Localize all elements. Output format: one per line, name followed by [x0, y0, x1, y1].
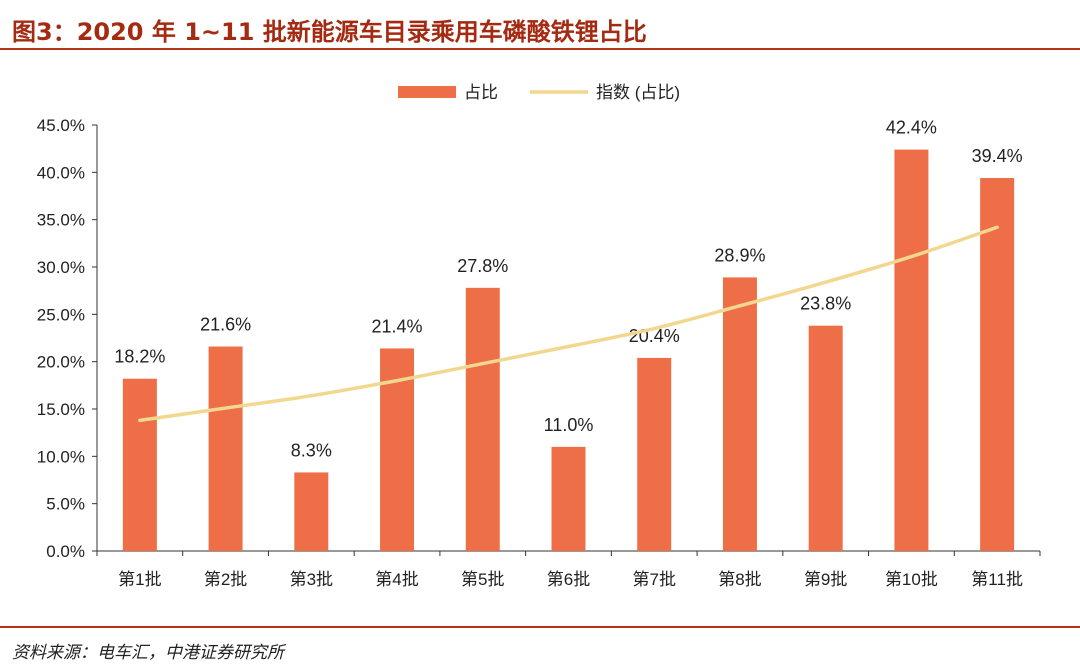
data-label: 18.2% — [114, 347, 165, 367]
x-tick-label: 第5批 — [461, 570, 504, 589]
bar — [637, 357, 672, 551]
x-tick-label: 第10批 — [885, 570, 938, 589]
bar — [722, 277, 757, 551]
source-note: 资料来源：电车汇，中港证券研究所 — [12, 643, 284, 663]
y-tick-label: 15.0% — [37, 400, 85, 419]
y-tick-label: 10.0% — [37, 447, 85, 466]
trend-line — [138, 225, 999, 423]
bar — [122, 378, 157, 551]
legend-label-bar: 占比 — [464, 83, 498, 102]
title-rule — [0, 48, 1080, 50]
data-label: 21.4% — [372, 316, 423, 336]
data-label: 27.8% — [457, 256, 508, 276]
source-rule — [0, 626, 1080, 628]
legend-label-line: 指数 (占比) — [596, 83, 680, 102]
y-tick-label: 45.0% — [37, 116, 85, 135]
x-tick-label: 第1批 — [118, 570, 161, 589]
bar — [208, 346, 243, 551]
data-label: 23.8% — [800, 294, 851, 314]
data-label: 11.0% — [544, 415, 594, 435]
y-tick-label: 0.0% — [46, 542, 85, 561]
bar — [551, 446, 586, 551]
bar — [980, 178, 1015, 551]
y-tick-label: 20.0% — [37, 353, 85, 372]
x-tick-label: 第8批 — [718, 570, 761, 589]
x-tick-label: 第7批 — [632, 570, 675, 589]
data-label: 42.4% — [886, 118, 937, 138]
y-tick-label: 30.0% — [37, 258, 85, 277]
bar — [465, 287, 500, 551]
x-tick-label: 第9批 — [804, 570, 847, 589]
y-tick-label: 25.0% — [37, 305, 85, 324]
x-tick-label: 第2批 — [204, 570, 247, 589]
legend-swatch-bar — [398, 86, 456, 98]
bar — [808, 325, 843, 551]
y-tick-label: 5.0% — [46, 495, 85, 514]
x-tick-label: 第6批 — [547, 570, 590, 589]
y-tick-label: 35.0% — [37, 211, 85, 230]
data-label: 28.9% — [714, 245, 765, 265]
x-tick-label: 第4批 — [375, 570, 418, 589]
data-label: 8.3% — [291, 440, 332, 460]
data-label: 21.6% — [200, 315, 251, 335]
bar — [294, 472, 329, 551]
bar — [894, 149, 929, 551]
figure-title: 图3：2020 年 1~11 批新能源车目录乘用车磷酸铁锂占比 — [12, 18, 647, 46]
x-tick-label: 第3批 — [290, 570, 333, 589]
chart: 0.0% 5.0% 10.0% 15.0% 20.0% 25.0% 30.0% 35.0% 40… — [37, 83, 1041, 589]
x-tick-label: 第11批 — [971, 570, 1023, 589]
y-tick-label: 40.0% — [37, 163, 85, 182]
data-label: 39.4% — [972, 146, 1023, 166]
